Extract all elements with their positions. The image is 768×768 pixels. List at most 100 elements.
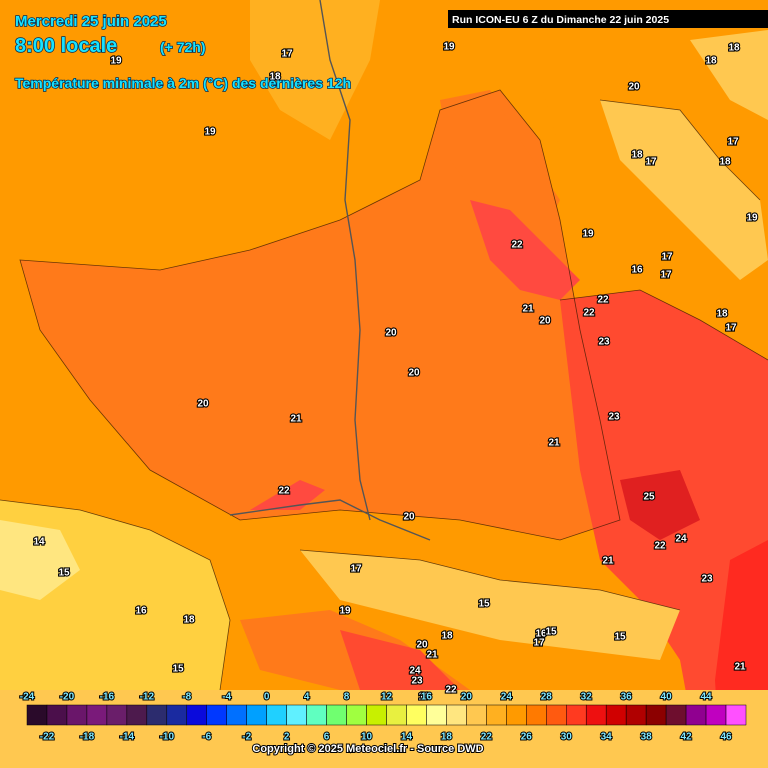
colorbar-swatch xyxy=(546,704,567,726)
colorbar-label: 24 xyxy=(501,692,513,703)
contour-label: 25 xyxy=(643,492,655,503)
colorbar-label: 46 xyxy=(720,732,732,743)
copyright: Copyright © 2025 Meteociel.fr - Source D… xyxy=(252,743,483,755)
colorbar-label: 4 xyxy=(304,692,310,703)
colorbar-swatch xyxy=(426,704,447,726)
run-banner xyxy=(448,10,768,28)
contour-label: 23 xyxy=(411,676,423,687)
colorbar-label: -22 xyxy=(40,732,55,743)
contour-label: 19 xyxy=(110,56,122,67)
contour-label: 19 xyxy=(204,127,216,138)
contour-label: 18 xyxy=(441,631,453,642)
contour-label: 21 xyxy=(548,438,560,449)
contour-label: 22 xyxy=(511,240,523,251)
colorbar-label: 10 xyxy=(361,732,373,743)
contour-label: 23 xyxy=(701,574,713,585)
contour-label: 20 xyxy=(539,316,551,327)
colorbar: -24-22-20-18-16-14-12-10-8-6-4-202468101… xyxy=(19,691,747,744)
header: Mercredi 25 juin 2025 8:00 locale (+ 72h… xyxy=(14,10,768,92)
colorbar-label: 42 xyxy=(681,732,693,743)
colorbar-label: 20 xyxy=(461,692,473,703)
colorbar-label: 28 xyxy=(541,692,553,703)
colorbar-label: 36 xyxy=(621,692,633,703)
contour-label: 23 xyxy=(598,337,610,348)
contour-label: 16 xyxy=(418,692,430,703)
contour-label: 24 xyxy=(409,666,421,677)
colorbar-label: 2 xyxy=(284,732,290,743)
colorbar-swatch xyxy=(186,704,207,726)
contour-label: 18 xyxy=(705,56,717,67)
contour-label: 15 xyxy=(58,568,70,579)
colorbar-swatch xyxy=(526,704,547,726)
contour-label: 20 xyxy=(385,328,397,339)
colorbar-label: 16 xyxy=(421,692,433,703)
contour-label: 21 xyxy=(290,414,302,425)
contour-label: 17 xyxy=(725,323,737,334)
contour-label: 19 xyxy=(443,42,455,53)
contour-label: 20 xyxy=(197,399,209,410)
contour-label: 22 xyxy=(583,308,595,319)
colorbar-label: 0 xyxy=(264,692,270,703)
colorbar-swatch xyxy=(326,704,347,726)
contour-label: 18 xyxy=(631,150,643,161)
contour-label: 17 xyxy=(533,638,545,649)
colorbar-label: -16 xyxy=(100,692,115,703)
colorbar-label: 38 xyxy=(641,732,653,743)
colorbar-swatch xyxy=(665,704,687,726)
colorbar-label: -6 xyxy=(202,732,211,743)
contour-label: 19 xyxy=(746,213,758,224)
contour-label: 19 xyxy=(582,229,594,240)
contour-label: 21 xyxy=(734,662,746,673)
variable: Température minimale à 2m (°C) des derni… xyxy=(15,75,351,91)
contour-label: 23 xyxy=(608,412,620,423)
colorbar-label: 30 xyxy=(561,732,573,743)
colorbar-label: 34 xyxy=(601,732,613,743)
colorbar-swatch xyxy=(585,704,607,726)
contour-label: 21 xyxy=(522,304,534,315)
colorbar-label: 12 xyxy=(381,692,393,703)
contour-label: 18 xyxy=(728,43,740,54)
colorbar-swatch xyxy=(486,704,507,726)
contour-label: 18 xyxy=(716,309,728,320)
contour-label: 15 xyxy=(172,664,184,675)
colorbar-swatch xyxy=(705,704,727,726)
contour-label: 21 xyxy=(602,556,614,567)
contour-label: 14 xyxy=(33,537,45,548)
colorbar-label: 26 xyxy=(521,732,533,743)
contour-label: 17 xyxy=(727,137,739,148)
colorbar-label: 6 xyxy=(324,732,330,743)
contour-label: 16 xyxy=(631,265,643,276)
contour-label: 20 xyxy=(408,368,420,379)
colorbar-label: 8 xyxy=(344,692,350,703)
colorbar-swatch xyxy=(446,704,467,726)
colorbar-label: -2 xyxy=(242,732,251,743)
contour-label: 21 xyxy=(426,650,438,661)
colorbar-label: 40 xyxy=(661,692,673,703)
contour-label: 24 xyxy=(675,534,687,545)
colorbar-label: 22 xyxy=(481,732,493,743)
contour-label: 20 xyxy=(628,82,640,93)
contour-label: 17 xyxy=(660,270,672,281)
colorbar-swatch xyxy=(625,704,647,726)
colorbar-swatch xyxy=(566,704,587,726)
contour-label: 15 xyxy=(478,599,490,610)
colorbar-swatch xyxy=(66,704,88,726)
colorbar-label: 18 xyxy=(441,732,453,743)
contour-label: 16 xyxy=(135,606,147,617)
colorbar-label: -18 xyxy=(80,732,95,743)
colorbar-swatch xyxy=(246,704,267,726)
contour-label: 20 xyxy=(403,512,415,523)
colorbar-swatch xyxy=(605,704,627,726)
colorbar-label: -10 xyxy=(160,732,175,743)
colorbar-swatch xyxy=(266,704,287,726)
colorbar-label: -14 xyxy=(120,732,135,743)
colorbar-label: 44 xyxy=(700,692,712,703)
colorbar-swatch xyxy=(406,704,427,726)
colorbar-swatch xyxy=(126,704,148,726)
contour-label: 22 xyxy=(654,541,666,552)
colorbar-swatch xyxy=(146,704,168,726)
